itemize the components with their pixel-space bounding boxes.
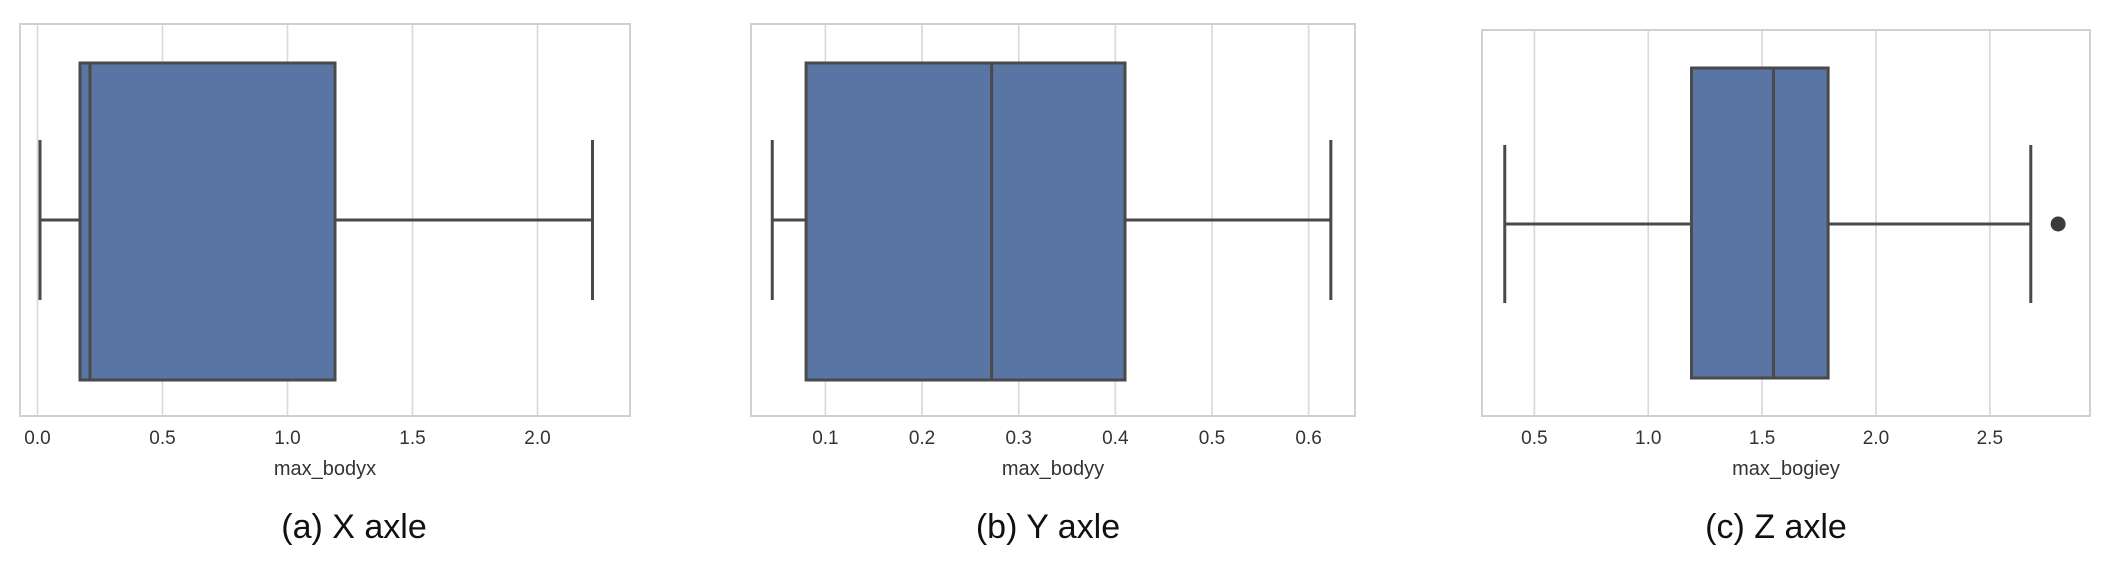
x-axis-label: max_bodyy [1002, 458, 1104, 480]
tick-label-4: 0.5 [1199, 428, 1225, 449]
iqr-box [1689, 66, 1830, 380]
iqr-box [78, 61, 337, 382]
tick-label-2: 0.3 [1005, 428, 1031, 449]
tick-label-5: 0.6 [1295, 428, 1321, 449]
plot-frame [750, 23, 1356, 417]
x-axis-label: max_bodyx [274, 458, 376, 480]
tick-label-2: 1.5 [1749, 428, 1775, 449]
plot-frame [1481, 29, 2091, 417]
tick-label-4: 2.5 [1977, 428, 2003, 449]
panel-caption: (b) Y axle [976, 508, 1120, 546]
x-axis-label: max_bogiey [1732, 458, 1840, 480]
outlier-point-0 [2050, 216, 2066, 232]
panel-y-axle: 0.1 0.2 0.3 0.4 0.5 0.6 max_bodyy (b) Y axle [750, 23, 1356, 546]
tick-label-0: 0.0 [24, 428, 50, 449]
iqr-box [804, 61, 1127, 382]
tick-label-1: 0.5 [149, 428, 175, 449]
tick-label-2: 1.0 [274, 428, 300, 449]
panel-x-axle: 0.0 0.5 1.0 1.5 2.0 max_bodyx (a) X axle [19, 23, 631, 546]
tick-label-0: 0.1 [812, 428, 838, 449]
tick-label-3: 1.5 [399, 428, 425, 449]
tick-label-3: 2.0 [1863, 428, 1889, 449]
panel-caption: (a) X axle [281, 508, 427, 546]
tick-label-4: 2.0 [524, 428, 550, 449]
tick-label-3: 0.4 [1102, 428, 1129, 449]
tick-label-1: 1.0 [1635, 428, 1661, 449]
tick-label-0: 0.5 [1521, 428, 1547, 449]
panel-caption: (c) Z axle [1705, 508, 1847, 546]
plot-frame [19, 23, 631, 417]
panel-z-axle: 0.5 1.0 1.5 2.0 2.5 max_bogiey (c) Z axle [1481, 29, 2091, 546]
tick-label-1: 0.2 [909, 428, 935, 449]
